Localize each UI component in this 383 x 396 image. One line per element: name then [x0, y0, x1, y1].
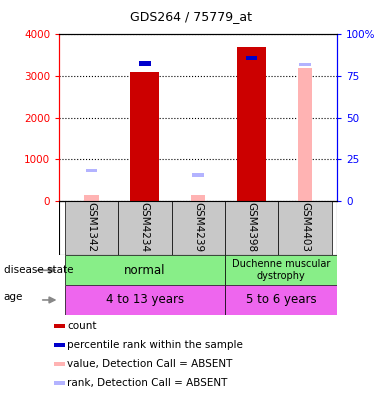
- Text: GSM4403: GSM4403: [300, 202, 310, 252]
- Text: GSM4239: GSM4239: [193, 202, 203, 252]
- Bar: [298, 68, 312, 201]
- Text: percentile rank within the sample: percentile rank within the sample: [67, 340, 243, 350]
- Bar: [84, 195, 98, 201]
- Text: normal: normal: [124, 264, 165, 277]
- Bar: [65, 201, 118, 255]
- Text: age: age: [4, 292, 23, 302]
- Bar: [118, 201, 172, 255]
- Bar: [65, 285, 225, 315]
- Bar: [299, 63, 311, 67]
- Bar: [54, 362, 65, 366]
- Bar: [172, 201, 225, 255]
- Text: GSM4234: GSM4234: [140, 202, 150, 252]
- Text: rank, Detection Call = ABSENT: rank, Detection Call = ABSENT: [67, 378, 228, 388]
- Text: disease state: disease state: [4, 265, 73, 275]
- Bar: [192, 173, 204, 177]
- Bar: [54, 381, 65, 385]
- Bar: [225, 285, 337, 315]
- Text: value, Detection Call = ABSENT: value, Detection Call = ABSENT: [67, 359, 232, 369]
- Text: GSM4398: GSM4398: [247, 202, 257, 252]
- Bar: [191, 195, 205, 201]
- Bar: [246, 56, 257, 60]
- Bar: [86, 169, 97, 173]
- Bar: [278, 201, 332, 255]
- Text: Duchenne muscular
dystrophy: Duchenne muscular dystrophy: [232, 259, 330, 281]
- Text: GSM1342: GSM1342: [87, 202, 97, 252]
- Bar: [65, 255, 225, 285]
- Bar: [237, 47, 266, 201]
- Bar: [54, 343, 65, 347]
- Text: 4 to 13 years: 4 to 13 years: [106, 293, 184, 307]
- Bar: [225, 201, 278, 255]
- Bar: [130, 72, 159, 201]
- Bar: [225, 255, 337, 285]
- Bar: [54, 324, 65, 328]
- Text: GDS264 / 75779_at: GDS264 / 75779_at: [131, 10, 252, 23]
- Text: count: count: [67, 321, 97, 331]
- Bar: [139, 61, 151, 66]
- Text: 5 to 6 years: 5 to 6 years: [246, 293, 316, 307]
